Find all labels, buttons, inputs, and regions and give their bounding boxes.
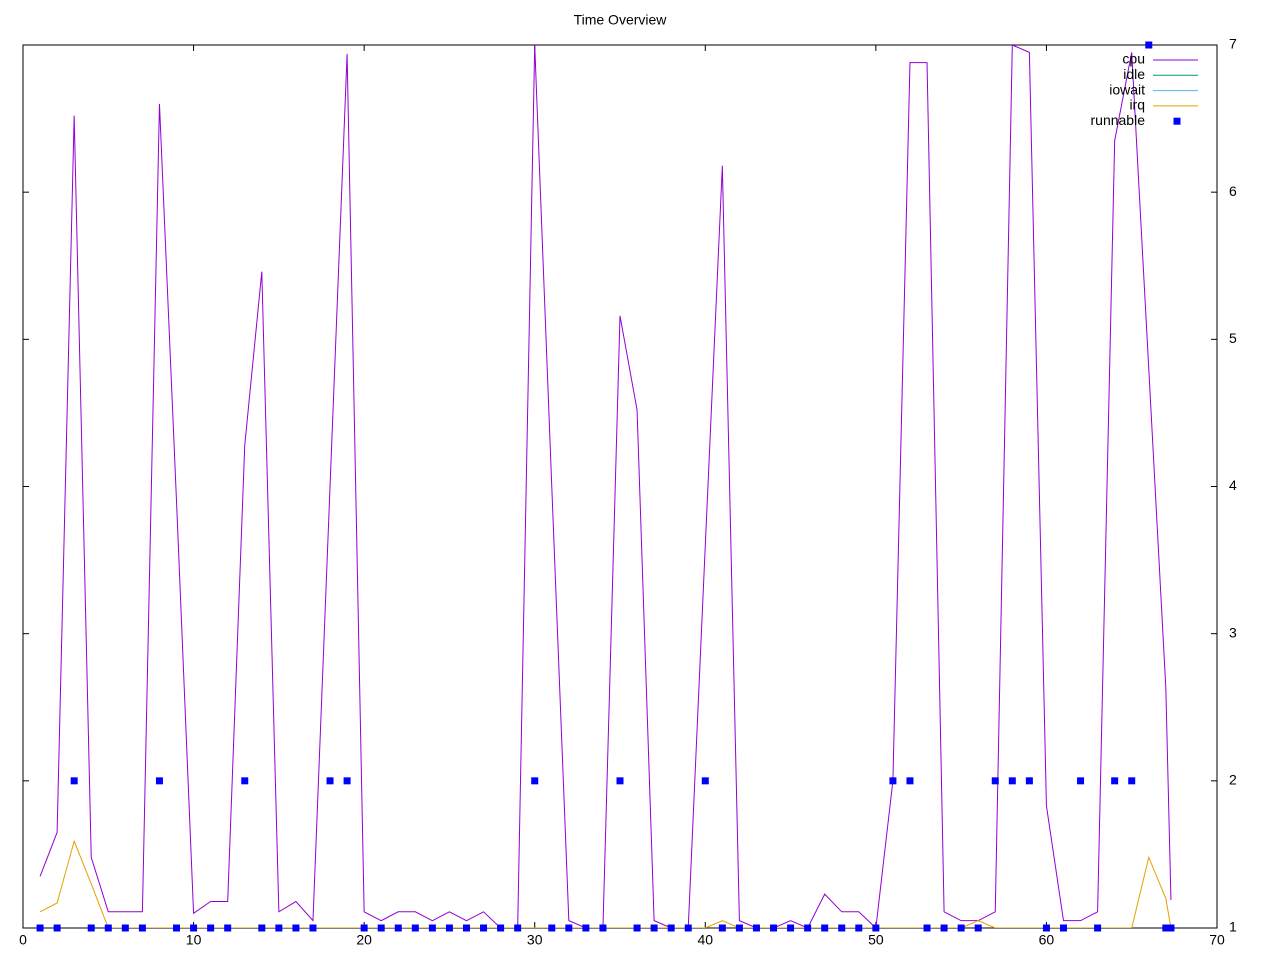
data-point	[718, 924, 726, 932]
data-point	[1077, 777, 1085, 785]
data-point	[770, 924, 778, 932]
legend-label: runnable	[1091, 112, 1146, 128]
data-point	[275, 924, 283, 932]
data-point	[36, 924, 44, 932]
data-point	[343, 777, 351, 785]
data-point	[1128, 777, 1136, 785]
data-point	[445, 924, 453, 932]
data-point	[735, 924, 743, 932]
data-point	[957, 924, 965, 932]
x-tick-label: 30	[527, 932, 543, 948]
legend-label: irq	[1129, 97, 1145, 113]
series-line	[39, 839, 1172, 928]
legend-marker	[1173, 117, 1181, 125]
data-point	[394, 924, 402, 932]
y-tick-label: 7	[1229, 36, 1237, 52]
data-point	[633, 924, 641, 932]
data-point	[224, 924, 232, 932]
data-point	[940, 924, 948, 932]
data-point	[1094, 924, 1102, 932]
data-point	[752, 924, 760, 932]
data-point	[548, 924, 556, 932]
legend-label: iowait	[1109, 81, 1145, 97]
y-tick-label: 3	[1229, 624, 1237, 640]
data-point	[1059, 924, 1067, 932]
data-point	[377, 924, 385, 932]
data-point	[462, 924, 470, 932]
data-point	[565, 924, 573, 932]
data-point	[787, 924, 795, 932]
data-point	[241, 777, 249, 785]
data-point	[991, 777, 999, 785]
data-point	[480, 924, 488, 932]
y-tick-label: 1	[1229, 919, 1237, 935]
data-point	[1167, 924, 1175, 932]
data-point	[411, 924, 419, 932]
plot-area	[39, 45, 1172, 928]
data-point	[599, 924, 607, 932]
data-point	[155, 777, 163, 785]
y-tick-label: 6	[1229, 183, 1237, 199]
data-point	[855, 924, 863, 932]
data-point	[838, 924, 846, 932]
data-point	[309, 924, 317, 932]
data-point	[923, 924, 931, 932]
y-tick-label: 2	[1229, 772, 1237, 788]
data-point	[616, 777, 624, 785]
data-point	[190, 924, 198, 932]
series-line	[39, 45, 1172, 928]
x-tick-label: 70	[1209, 932, 1225, 948]
data-point	[582, 924, 590, 932]
data-point	[684, 924, 692, 932]
data-point	[428, 924, 436, 932]
data-point	[87, 924, 95, 932]
data-point	[531, 777, 539, 785]
data-point	[70, 777, 78, 785]
x-tick-label: 0	[19, 932, 27, 948]
data-point	[360, 924, 368, 932]
x-tick-label: 10	[186, 932, 202, 948]
data-point	[1111, 777, 1119, 785]
data-point	[701, 777, 709, 785]
x-tick-label: 60	[1039, 932, 1055, 948]
x-tick-label: 20	[356, 932, 372, 948]
data-point	[104, 924, 112, 932]
data-point	[1008, 777, 1016, 785]
data-point	[207, 924, 215, 932]
data-point	[1025, 777, 1033, 785]
data-point	[121, 924, 129, 932]
data-point	[1162, 924, 1170, 932]
legend-label: cpu	[1122, 51, 1145, 67]
data-point	[138, 924, 146, 932]
data-point	[650, 924, 658, 932]
y-tick-label: 4	[1229, 477, 1237, 493]
data-point	[326, 777, 334, 785]
data-point	[804, 924, 812, 932]
data-point	[889, 777, 897, 785]
chart-title: Time Overview	[574, 12, 668, 28]
data-point	[906, 777, 914, 785]
x-tick-label: 40	[697, 932, 713, 948]
data-point	[53, 924, 61, 932]
data-point	[173, 924, 181, 932]
data-point	[1145, 41, 1153, 49]
plot-frame	[22, 44, 1218, 929]
data-point	[821, 924, 829, 932]
data-point	[1042, 924, 1050, 932]
data-point	[974, 924, 982, 932]
data-point	[514, 924, 522, 932]
data-point	[667, 924, 675, 932]
data-point	[258, 924, 266, 932]
data-point	[872, 924, 880, 932]
data-point	[497, 924, 505, 932]
y-tick-label: 5	[1229, 330, 1237, 346]
data-point	[292, 924, 300, 932]
x-tick-label: 50	[868, 932, 884, 948]
legend-label: idle	[1123, 66, 1145, 82]
